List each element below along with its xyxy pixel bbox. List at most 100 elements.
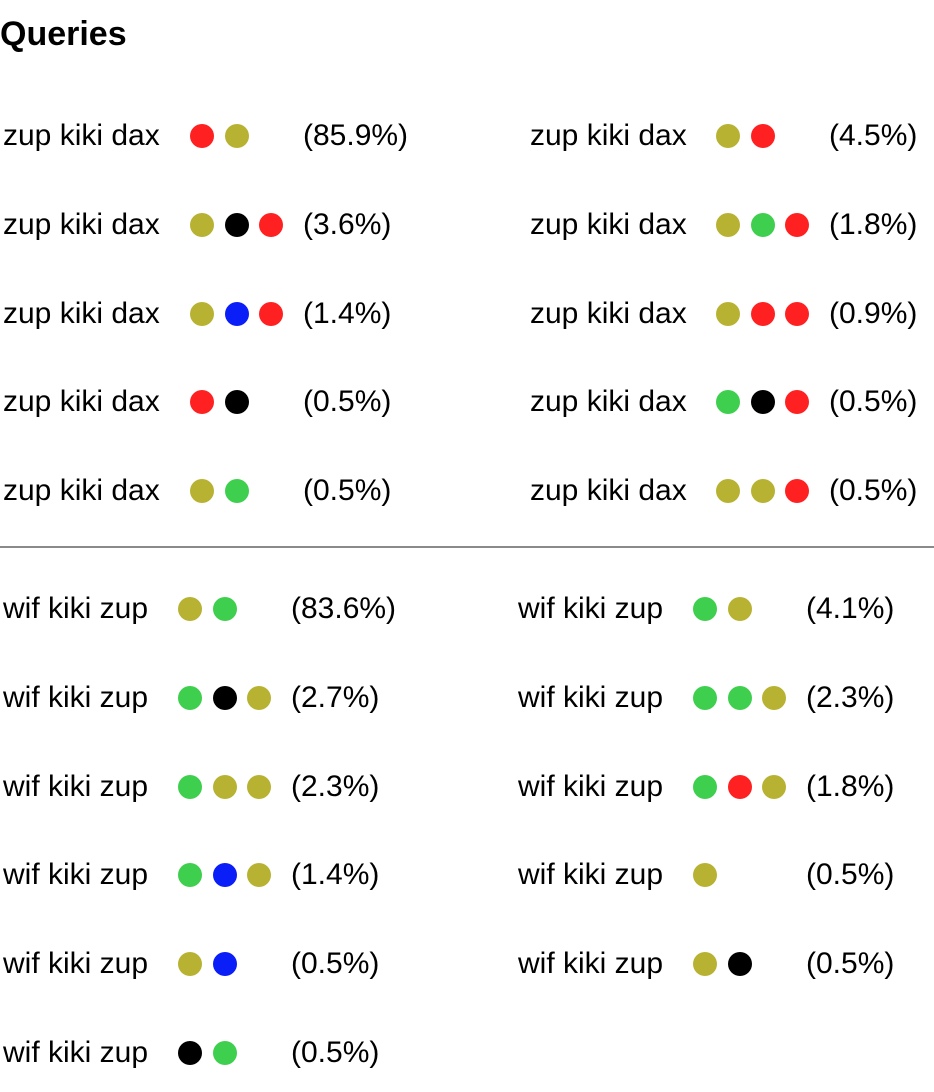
query-percentage: (0.5%) xyxy=(806,858,895,892)
red-dot-icon xyxy=(259,212,283,237)
olive-dot-icon xyxy=(750,479,775,503)
query-percentage: (1.8%) xyxy=(829,207,918,241)
black-dot-icon xyxy=(224,212,249,237)
query-percentage: (0.9%) xyxy=(829,296,918,330)
query-row: wif kiki zup (1.4%) wif kiki zup (0.5%) xyxy=(0,855,934,895)
query-row: zup kiki dax (1.4%) zup kiki dax (0.9%) xyxy=(0,294,934,334)
olive-dot-icon xyxy=(190,301,214,326)
olive-dot-icon xyxy=(716,124,740,148)
olive-dot-icon xyxy=(247,685,271,710)
query-label: zup kiki dax xyxy=(530,474,687,507)
section-divider xyxy=(0,546,934,548)
query-row: wif kiki zup (2.3%) wif kiki zup (1.8%) xyxy=(0,767,934,807)
green-dot-icon xyxy=(224,479,249,503)
red-dot-icon xyxy=(785,212,809,237)
olive-dot-icon xyxy=(247,863,271,888)
query-percentage: (85.9%) xyxy=(303,119,409,152)
green-dot-icon xyxy=(212,597,237,621)
olive-dot-icon xyxy=(693,952,717,976)
query-label: wif kiki zup xyxy=(3,858,149,892)
query-label: wif kiki zup xyxy=(518,858,664,892)
query-label: wif kiki zup xyxy=(3,1035,149,1069)
black-dot-icon xyxy=(750,390,775,415)
olive-dot-icon xyxy=(716,479,740,503)
green-dot-icon xyxy=(727,685,752,710)
green-dot-icon xyxy=(178,863,202,888)
blue-dot-icon xyxy=(212,863,237,888)
query-row: zup kiki dax (3.6%) zup kiki dax (1.8%) xyxy=(0,205,934,245)
query-label: zup kiki dax xyxy=(530,119,687,152)
black-dot-icon xyxy=(727,952,752,976)
green-dot-icon xyxy=(178,774,202,799)
red-dot-icon xyxy=(190,390,214,415)
red-dot-icon xyxy=(727,774,752,799)
blue-dot-icon xyxy=(212,952,237,976)
query-row: wif kiki zup (0.5%) xyxy=(0,1033,934,1073)
query-percentage: (0.5%) xyxy=(291,947,380,980)
black-dot-icon xyxy=(212,685,237,710)
green-dot-icon xyxy=(693,597,717,621)
olive-dot-icon xyxy=(727,597,752,621)
green-dot-icon xyxy=(212,1040,237,1065)
query-percentage: (3.6%) xyxy=(303,207,392,241)
query-label: wif kiki zup xyxy=(518,947,664,980)
query-row: zup kiki dax (0.5%) zup kiki dax (0.5%) xyxy=(0,471,934,511)
query-row: wif kiki zup (0.5%) wif kiki zup (0.5%) xyxy=(0,944,934,984)
query-label: wif kiki zup xyxy=(3,680,149,714)
olive-dot-icon xyxy=(212,774,237,799)
query-label: zup kiki dax xyxy=(3,296,160,330)
red-dot-icon xyxy=(785,479,809,503)
black-dot-icon xyxy=(224,390,249,415)
olive-dot-icon xyxy=(693,863,717,888)
olive-dot-icon xyxy=(716,212,740,237)
query-percentage: (4.5%) xyxy=(829,119,918,152)
query-label: wif kiki zup xyxy=(518,680,664,714)
query-label: wif kiki zup xyxy=(518,769,664,803)
olive-dot-icon xyxy=(716,301,740,326)
query-label: zup kiki dax xyxy=(530,207,687,241)
query-percentage: (0.5%) xyxy=(291,1035,380,1069)
query-percentage: (2.3%) xyxy=(806,680,895,714)
query-label: wif kiki zup xyxy=(3,947,149,980)
query-row: zup kiki dax (85.9%) zup kiki dax (4.5%) xyxy=(0,116,934,156)
query-percentage: (0.5%) xyxy=(303,385,392,419)
olive-dot-icon xyxy=(190,479,214,503)
query-label: wif kiki zup xyxy=(3,769,149,803)
black-dot-icon xyxy=(178,1040,202,1065)
query-percentage: (0.5%) xyxy=(829,385,918,419)
query-percentage: (2.7%) xyxy=(291,680,380,714)
query-percentage: (83.6%) xyxy=(291,592,397,625)
query-row: zup kiki dax (0.5%) zup kiki dax (0.5%) xyxy=(0,382,934,422)
query-label: zup kiki dax xyxy=(3,474,160,507)
query-percentage: (0.5%) xyxy=(829,474,918,507)
query-percentage: (1.4%) xyxy=(291,858,380,892)
query-percentage: (1.4%) xyxy=(303,296,392,330)
query-label: zup kiki dax xyxy=(530,385,687,419)
olive-dot-icon xyxy=(762,685,786,710)
query-percentage: (0.5%) xyxy=(303,474,392,507)
query-label: wif kiki zup xyxy=(3,592,149,625)
query-label: zup kiki dax xyxy=(530,296,687,330)
query-label: zup kiki dax xyxy=(3,207,160,241)
olive-dot-icon xyxy=(190,212,214,237)
olive-dot-icon xyxy=(224,124,249,148)
red-dot-icon xyxy=(785,301,809,326)
query-label: zup kiki dax xyxy=(3,385,160,419)
query-row: wif kiki zup (2.7%) wif kiki zup (2.3%) xyxy=(0,678,934,718)
red-dot-icon xyxy=(750,124,775,148)
query-percentage: (0.5%) xyxy=(806,947,895,980)
query-label: zup kiki dax xyxy=(3,119,160,152)
red-dot-icon xyxy=(785,390,809,415)
green-dot-icon xyxy=(178,685,202,710)
query-label: wif kiki zup xyxy=(518,592,664,625)
red-dot-icon xyxy=(259,301,283,326)
green-dot-icon xyxy=(750,212,775,237)
red-dot-icon xyxy=(750,301,775,326)
olive-dot-icon xyxy=(762,774,786,799)
green-dot-icon xyxy=(693,774,717,799)
query-percentage: (2.3%) xyxy=(291,769,380,803)
olive-dot-icon xyxy=(178,597,202,621)
query-percentage: (1.8%) xyxy=(806,769,895,803)
blue-dot-icon xyxy=(224,301,249,326)
olive-dot-icon xyxy=(247,774,271,799)
